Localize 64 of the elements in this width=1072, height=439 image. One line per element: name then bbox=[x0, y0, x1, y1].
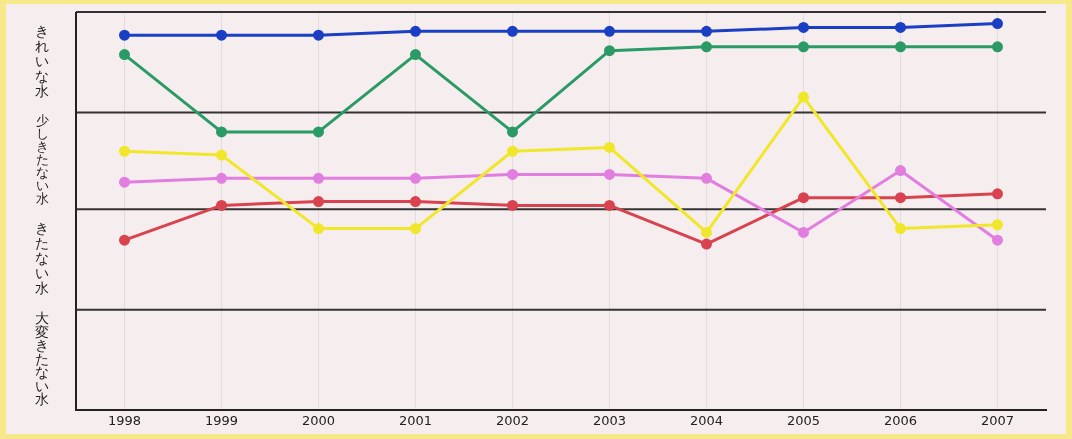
point bbox=[701, 226, 712, 238]
text: 少しきたない水 bbox=[35, 113, 49, 207]
point bbox=[798, 21, 809, 33]
point bbox=[313, 223, 324, 235]
point bbox=[992, 41, 1003, 53]
point bbox=[604, 199, 615, 211]
point bbox=[119, 29, 130, 41]
point bbox=[507, 199, 518, 211]
text: きたない水 bbox=[35, 220, 49, 297]
x-tick-label: 2004 bbox=[689, 412, 724, 428]
point bbox=[410, 172, 421, 184]
x-tick-label: 1999 bbox=[204, 412, 239, 428]
point bbox=[895, 21, 906, 33]
point bbox=[992, 188, 1003, 200]
x-tick-label: 2003 bbox=[592, 412, 627, 428]
point bbox=[410, 223, 421, 235]
point bbox=[701, 238, 712, 250]
point bbox=[604, 45, 615, 57]
point bbox=[701, 25, 712, 37]
point bbox=[507, 126, 518, 138]
point bbox=[119, 145, 130, 157]
point bbox=[604, 141, 615, 153]
x-tick-label: 2006 bbox=[883, 412, 918, 428]
point bbox=[701, 172, 712, 184]
point bbox=[216, 199, 227, 211]
point bbox=[992, 219, 1003, 231]
point bbox=[992, 18, 1003, 30]
x-tick-label: 2005 bbox=[786, 412, 821, 428]
point bbox=[992, 234, 1003, 246]
point bbox=[313, 172, 324, 184]
point bbox=[216, 29, 227, 41]
point bbox=[119, 49, 130, 61]
point bbox=[895, 165, 906, 177]
x-tick-label: 2000 bbox=[301, 412, 336, 428]
point bbox=[798, 41, 809, 53]
point bbox=[895, 192, 906, 204]
point bbox=[313, 196, 324, 208]
point bbox=[798, 192, 809, 204]
point bbox=[507, 25, 518, 37]
x-tick-label: 2002 bbox=[495, 412, 530, 428]
point bbox=[798, 226, 809, 238]
text: 大変きたない水 bbox=[35, 310, 49, 408]
point bbox=[895, 41, 906, 53]
point bbox=[701, 41, 712, 53]
point bbox=[895, 223, 906, 235]
point bbox=[313, 126, 324, 138]
point bbox=[604, 25, 615, 37]
point bbox=[216, 149, 227, 161]
point bbox=[410, 196, 421, 208]
text: きれいな水 bbox=[35, 22, 49, 99]
x-tick-label: 2007 bbox=[980, 412, 1015, 428]
point bbox=[798, 91, 809, 103]
point bbox=[507, 168, 518, 180]
point bbox=[313, 29, 324, 41]
point bbox=[410, 25, 421, 37]
x-tick-label: 2001 bbox=[398, 412, 433, 428]
point bbox=[410, 49, 421, 61]
point bbox=[604, 168, 615, 180]
point bbox=[507, 145, 518, 157]
point bbox=[216, 172, 227, 184]
point bbox=[119, 176, 130, 188]
x-tick-label: 1998 bbox=[107, 412, 142, 428]
point bbox=[119, 234, 130, 246]
point bbox=[216, 126, 227, 138]
